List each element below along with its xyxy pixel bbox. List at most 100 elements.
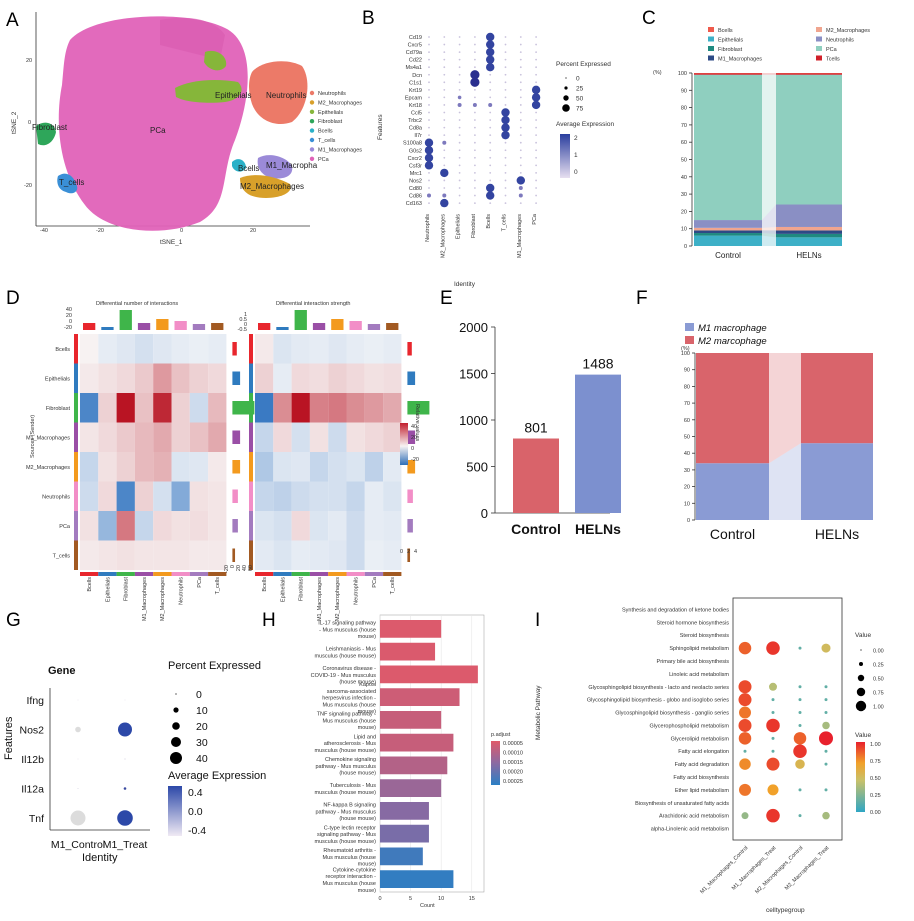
b-dot bbox=[458, 141, 461, 144]
d-right-cell bbox=[255, 393, 274, 423]
a-legend-dot bbox=[309, 90, 315, 96]
d-col-label: T_cells bbox=[215, 577, 221, 595]
b-dot bbox=[443, 179, 446, 182]
d-col-label: Epithelials bbox=[105, 577, 111, 602]
c-ytick: 30 bbox=[681, 192, 687, 198]
i-dot bbox=[798, 646, 802, 650]
b-dot bbox=[519, 164, 522, 167]
d-right-left-strip bbox=[249, 481, 253, 511]
tsne-plot: Epithelials Neutrophils Fibroblast PCa T… bbox=[11, 12, 318, 246]
b-feature-label: Nos2 bbox=[409, 178, 422, 184]
c-legend-swatch bbox=[708, 55, 714, 61]
cluster-m1 bbox=[257, 155, 293, 179]
h-category-label: Lipid and atherosclerosis - Mus musculus (… bbox=[315, 734, 377, 754]
f-ribbon bbox=[769, 443, 801, 520]
i-dot bbox=[771, 749, 775, 753]
a-legend-dot bbox=[309, 109, 315, 115]
b-dot bbox=[531, 93, 541, 102]
i-pathway-label: Fatty acid biosynthesis bbox=[673, 775, 729, 781]
d-left-cell bbox=[98, 452, 117, 482]
b-dot bbox=[535, 156, 537, 159]
b-dot bbox=[518, 186, 523, 190]
panel-e: E 2000 1500 1000 500 0 801 Control 1488 HELNs bbox=[440, 288, 621, 537]
b-dot bbox=[458, 36, 461, 38]
b-dot bbox=[504, 202, 507, 205]
c-ytick: 80 bbox=[681, 106, 687, 112]
b-feature-label: Krt19 bbox=[409, 88, 422, 94]
f-ytick: 90 bbox=[684, 368, 690, 374]
d-left-cell bbox=[80, 363, 99, 393]
d-top-tick-left: 0 bbox=[69, 319, 72, 325]
b-dot bbox=[519, 88, 522, 91]
d-top-tick-left: 40 bbox=[66, 307, 72, 313]
c-legend-swatch bbox=[816, 27, 822, 32]
b-dot bbox=[443, 104, 446, 106]
b-dot bbox=[501, 130, 510, 140]
d-right-cell bbox=[309, 540, 329, 570]
d-right-cell bbox=[291, 363, 310, 393]
b-dot bbox=[504, 51, 507, 53]
b-dot bbox=[443, 43, 446, 46]
i-pathway-label: Synthesis and degradation of ketone bodi… bbox=[622, 607, 729, 613]
i-pathway-label: Primary bile acid biosynthesis bbox=[657, 659, 730, 665]
d-right-right-bar bbox=[407, 371, 416, 385]
b-dot bbox=[443, 149, 446, 152]
i-dot bbox=[822, 811, 830, 820]
b-dot bbox=[474, 194, 476, 197]
e-ytick: 0 bbox=[481, 506, 488, 521]
b-dot bbox=[501, 115, 510, 125]
g-dot bbox=[118, 722, 132, 737]
b-pct-dot bbox=[564, 86, 568, 90]
c-legend-swatch bbox=[816, 36, 822, 42]
b-dot bbox=[440, 198, 449, 208]
g-identity-label: M1_Treat bbox=[103, 839, 148, 851]
d-left-cell bbox=[153, 363, 172, 393]
g-avg-tick: 0.0 bbox=[188, 806, 203, 818]
b-feature-label: Cxcr2 bbox=[408, 156, 422, 162]
d-right-axis-left-tick: -20 bbox=[224, 565, 230, 573]
c-bar-segment bbox=[694, 227, 762, 231]
b-feature-label: Cd22 bbox=[409, 58, 422, 64]
i-pathway-label: Biosynthesis of unsaturated fatty acids bbox=[635, 801, 729, 807]
h-legend-tick: 0.00010 bbox=[503, 751, 523, 757]
i-pathway-label: Sphingolipid metabolism bbox=[669, 646, 729, 652]
d-right-bottom-strip bbox=[291, 572, 310, 576]
i-dot bbox=[766, 641, 780, 655]
a-ytick: -20 bbox=[24, 183, 32, 189]
g-ylabel: Features bbox=[3, 716, 15, 760]
c-bar-segment bbox=[694, 73, 762, 75]
h-bar bbox=[380, 665, 478, 684]
b-dot bbox=[489, 81, 492, 84]
f-ytick: 10 bbox=[684, 501, 690, 507]
c-ytick: 90 bbox=[681, 88, 687, 94]
a-ylabel: tSNE_2 bbox=[11, 111, 18, 134]
b-pct-tick: 0 bbox=[576, 76, 580, 83]
d-col-label: Fibroblast bbox=[124, 577, 130, 602]
d-col-label: M1_Macrophages bbox=[317, 577, 323, 621]
b-dot bbox=[458, 187, 461, 189]
g-dot bbox=[124, 758, 126, 760]
d-right-bottom-strip bbox=[328, 572, 347, 576]
b-dot bbox=[428, 66, 430, 69]
b-feature-label: Cd19 bbox=[409, 35, 422, 41]
b-pct-dot bbox=[565, 77, 567, 79]
g-gene-title: Gene bbox=[48, 665, 76, 677]
c-ytick: 70 bbox=[681, 123, 687, 129]
d-right-bottom-strip bbox=[273, 572, 292, 576]
d-col-label: Neutrophils bbox=[354, 577, 360, 605]
d-right-cell bbox=[309, 452, 329, 482]
b-dot bbox=[474, 119, 476, 121]
f-bar-segment bbox=[801, 443, 873, 520]
g-avg-legend: 0.4 0.0 -0.4 bbox=[168, 786, 206, 837]
b-dot bbox=[535, 36, 537, 38]
d-left-left-strip bbox=[74, 334, 78, 364]
d-row-label: Bcells bbox=[55, 347, 70, 353]
h-legend-tick: 0.00015 bbox=[503, 760, 523, 766]
cluster-epithelials-2 bbox=[204, 50, 227, 71]
c-ytick: 50 bbox=[681, 158, 687, 164]
b-dot bbox=[535, 66, 537, 69]
d-title-left: Differential number of interactions bbox=[96, 301, 178, 307]
b-dot bbox=[535, 172, 537, 174]
b-dot bbox=[519, 141, 522, 144]
